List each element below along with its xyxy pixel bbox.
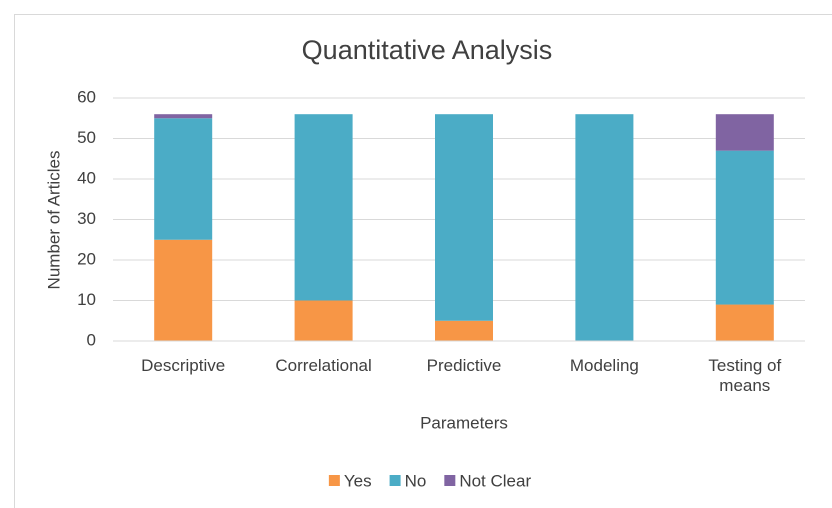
legend-label: Not Clear	[459, 471, 531, 490]
legend-label: No	[405, 471, 427, 490]
chart-title: Quantitative Analysis	[302, 35, 553, 65]
bar-segment	[435, 114, 493, 321]
legend-swatch	[389, 475, 401, 486]
bar-segment	[154, 118, 213, 240]
y-tick-label: 0	[87, 330, 96, 349]
x-tick-label: Correlational	[275, 356, 372, 375]
bar-segment	[294, 114, 353, 301]
y-tick-label: 30	[77, 209, 96, 228]
bar-segment	[154, 239, 213, 341]
y-tick-label: 60	[77, 87, 96, 106]
chart-border	[14, 14, 832, 508]
bar-segment	[294, 300, 353, 341]
bar-segment	[715, 304, 774, 341]
bar-segment	[435, 320, 493, 341]
legend-label: Yes	[344, 471, 372, 490]
bar-segment	[715, 114, 774, 151]
legend-swatch	[444, 475, 456, 486]
x-axis-title: Parameters	[420, 413, 508, 432]
x-tick-label: Testing of means	[708, 356, 782, 395]
bar-segment	[154, 114, 213, 119]
x-tick-label: Descriptive	[141, 356, 226, 375]
y-tick-label: 50	[77, 128, 96, 147]
y-tick-label: 10	[77, 290, 96, 309]
y-tick-label: 40	[77, 168, 96, 187]
y-axis-title: Number of Articles	[44, 151, 63, 290]
x-tick-label: Predictive	[426, 356, 502, 375]
x-tick-label: Modeling	[569, 356, 639, 375]
bar-segment	[715, 150, 774, 305]
bar-segment	[575, 114, 634, 341]
y-tick-label: 20	[77, 249, 96, 268]
legend-swatch	[328, 475, 340, 486]
